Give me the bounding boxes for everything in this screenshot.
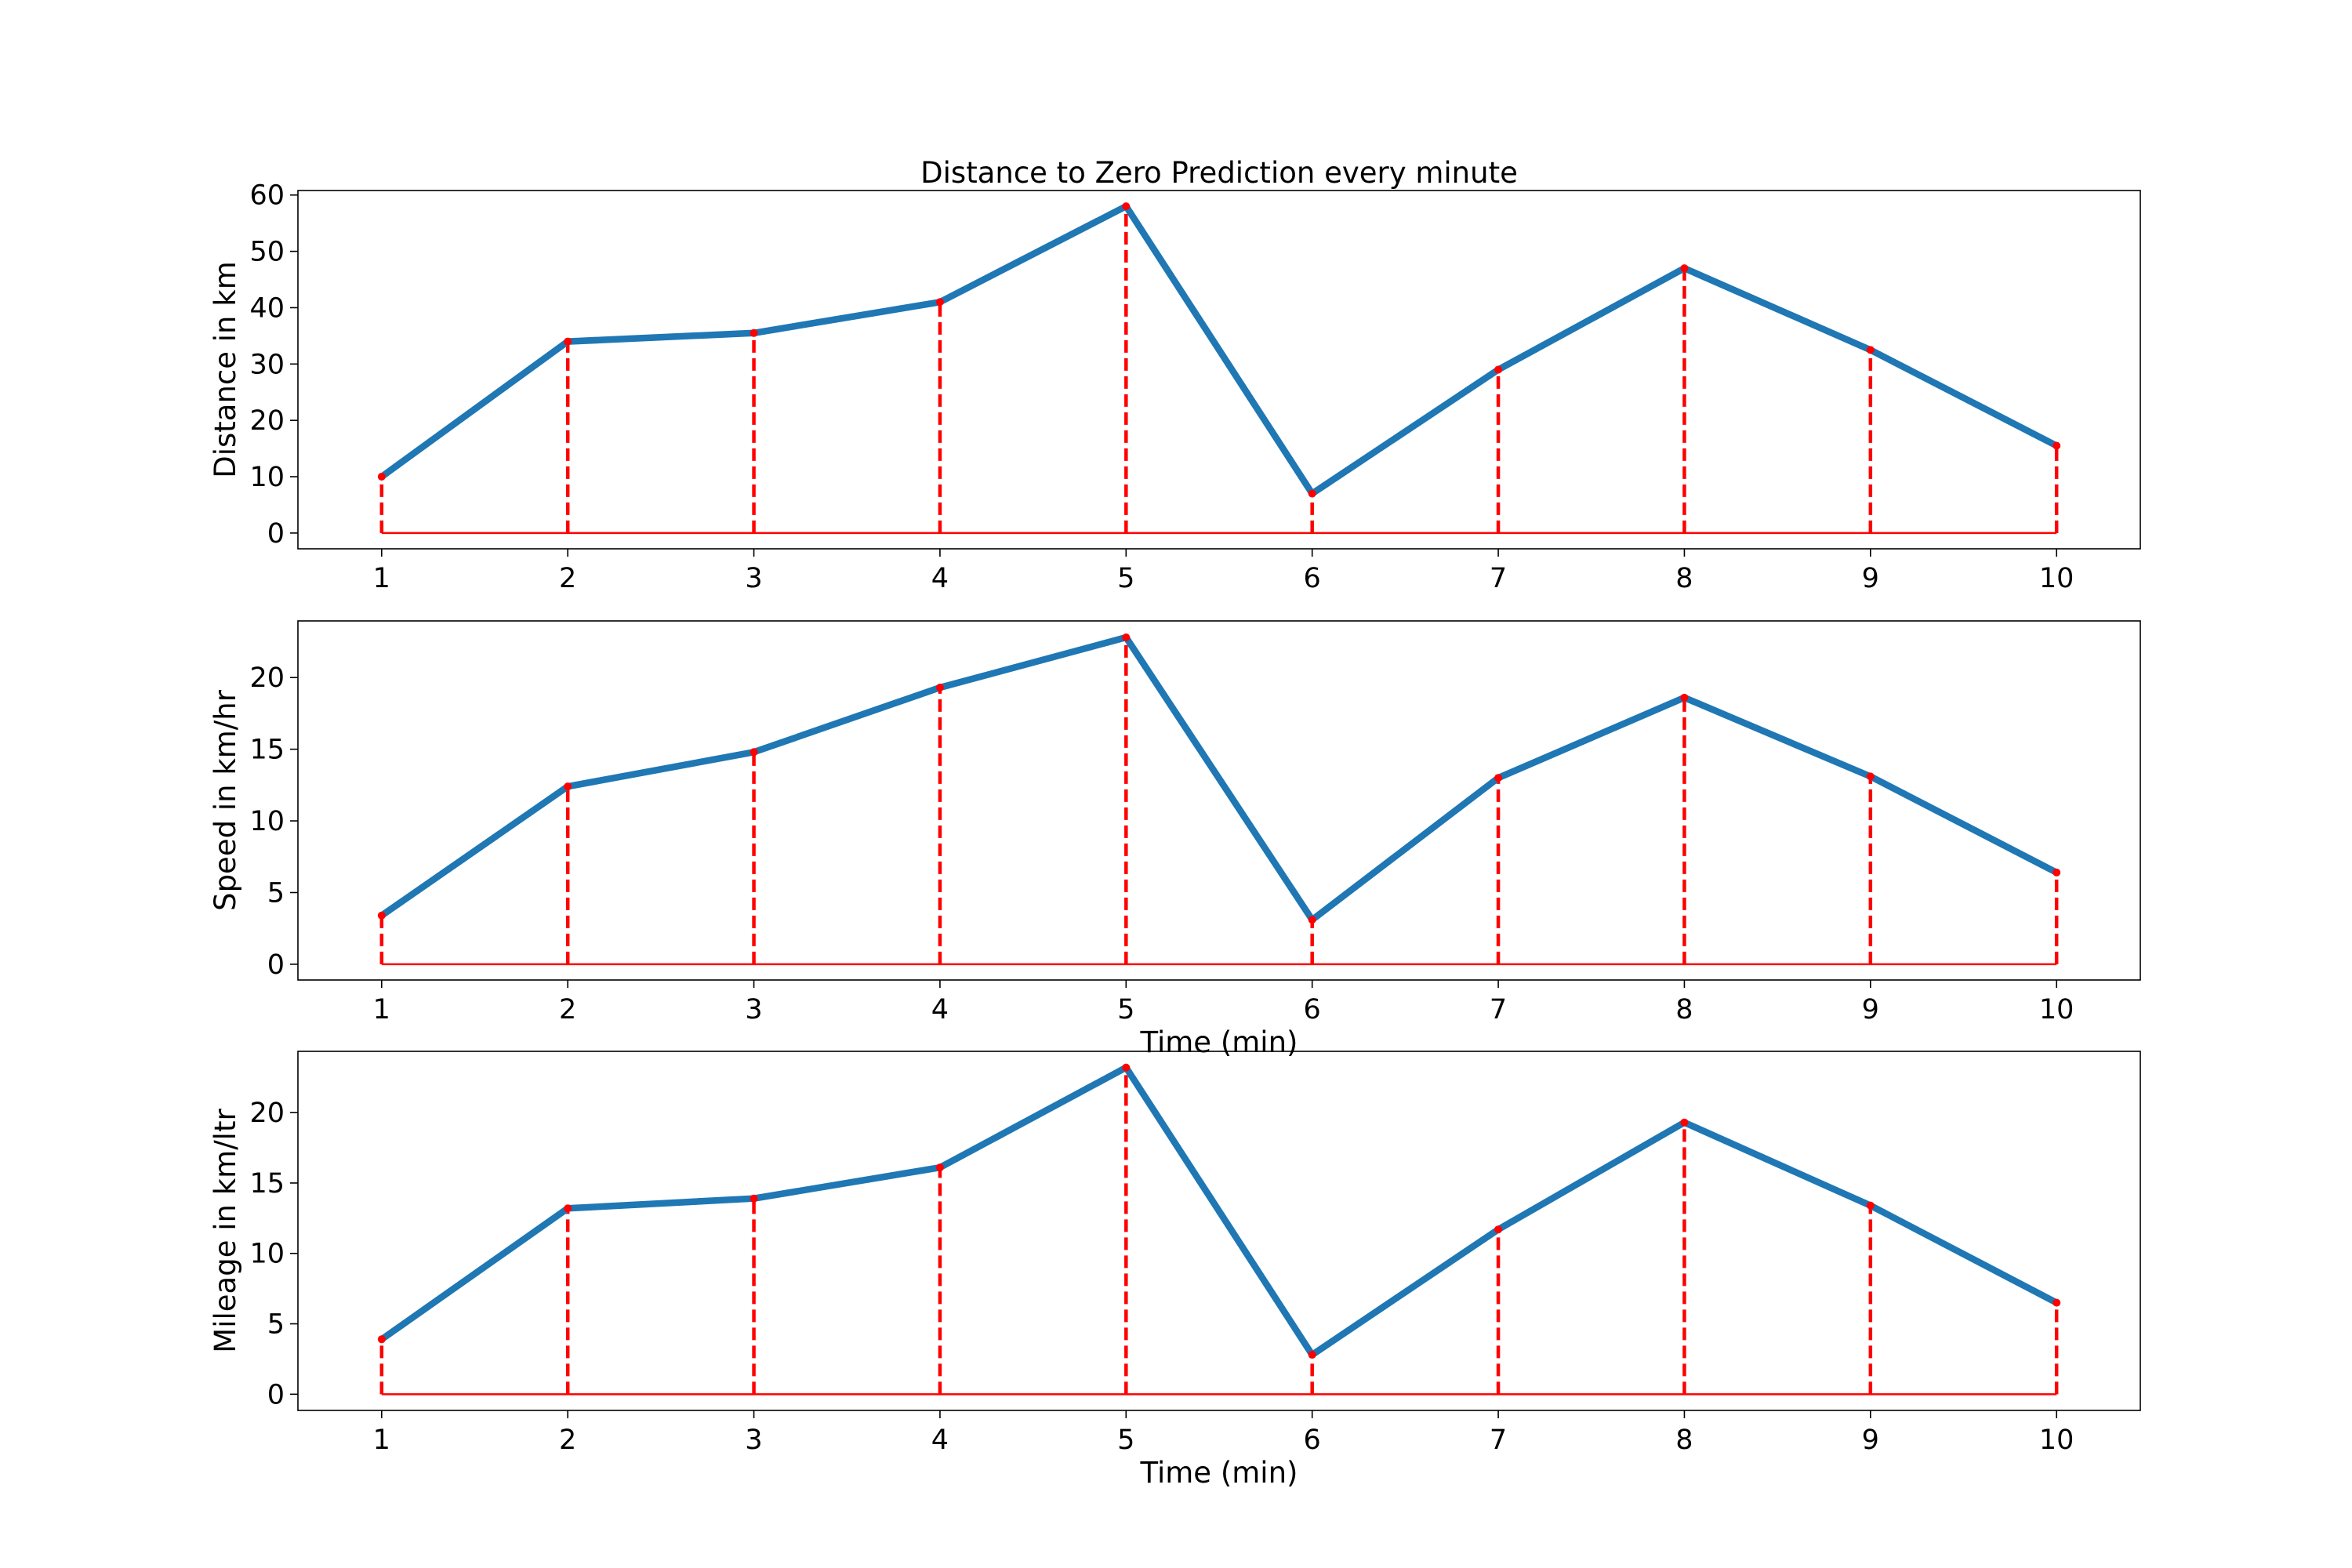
y-tick-label: 40 [249,292,285,324]
data-point [750,748,758,757]
data-point [377,1335,386,1344]
data-point [935,684,944,692]
x-tick-label: 6 [1304,563,1321,594]
x-tick-label: 1 [373,563,390,594]
y-tick-label: 15 [249,1168,285,1200]
x-tick-label: 5 [1117,1425,1134,1456]
series-line [379,633,2059,924]
series-line [379,1064,2059,1359]
x-tick-label: 7 [1490,1425,1507,1456]
y-tick-label: 0 [267,949,285,981]
x-tick-label: 4 [931,563,949,594]
y-axis-label: Speed in km/hr [209,689,242,911]
data-point [1308,916,1316,924]
x-tick-label: 2 [559,1425,576,1456]
y-tick-label: 60 [249,180,285,212]
x-tick-label: 4 [931,994,949,1025]
axes-frame [297,1051,2141,1411]
data-point [564,337,572,346]
data-point [1494,1225,1503,1234]
y-tick-label: 30 [249,349,285,380]
data-point [750,1194,758,1203]
data-point [935,1163,944,1172]
chart-title: Distance to Zero Prediction every minute [920,156,1518,190]
y-tick-label: 0 [267,518,285,550]
y-tick-label: 10 [249,806,285,837]
data-point [1308,1351,1316,1359]
x-tick-label: 10 [2039,563,2074,594]
x-tick-label: 8 [1675,1425,1693,1456]
x-tick-label: 3 [745,994,762,1025]
data-point [564,782,572,791]
data-point [1680,1118,1689,1127]
data-point [1494,365,1503,374]
axes-frame [297,620,2141,981]
x-tick-label: 9 [1862,994,1879,1025]
x-tick-label: 10 [2039,1425,2074,1456]
x-tick-label: 2 [559,994,576,1025]
data-point [1122,1063,1131,1072]
y-tick-label: 5 [267,1309,285,1341]
data-point [377,473,386,481]
x-tick-label: 8 [1675,994,1693,1025]
y-tick-label: 20 [249,1098,285,1129]
data-point [1122,633,1131,642]
data-point [1308,489,1316,498]
x-tick-label: 3 [745,563,762,594]
x-tick-label: 2 [559,563,576,594]
x-tick-label: 9 [1862,563,1879,594]
data-point [2053,441,2061,450]
x-tick-label: 7 [1490,563,1507,594]
data-point [1680,264,1689,273]
data-point [935,298,944,307]
data-point [377,911,386,920]
x-axis-label: Time (min) [1140,1025,1298,1059]
distance-chart: Distance to Zero Prediction every minute… [209,156,2141,594]
x-tick-label: 9 [1862,1425,1879,1456]
y-tick-label: 20 [249,405,285,437]
y-axis-label: Distance in km [209,261,242,478]
x-tick-label: 8 [1675,563,1693,594]
y-tick-label: 10 [249,1239,285,1270]
x-tick-label: 5 [1117,563,1134,594]
y-tick-label: 50 [249,237,285,268]
x-tick-label: 3 [745,1425,762,1456]
data-point [2053,1298,2061,1307]
data-point [1494,774,1503,782]
data-point [564,1204,572,1213]
data-point [1680,693,1689,702]
data-point [1866,1201,1875,1210]
y-tick-label: 0 [267,1379,285,1410]
y-axis-label: Mileage in km/ltr [209,1109,242,1353]
axes-frame [297,190,2141,550]
series-line [379,202,2059,497]
x-tick-label: 6 [1304,994,1321,1025]
data-point [1866,772,1875,781]
data-point [1122,202,1131,211]
data-point [1866,346,1875,354]
y-tick-label: 20 [249,662,285,694]
y-tick-label: 10 [249,462,285,493]
x-tick-label: 6 [1304,1425,1321,1456]
x-tick-label: 7 [1490,994,1507,1025]
y-tick-label: 5 [267,877,285,909]
data-point [750,328,758,337]
x-tick-label: 10 [2039,994,2074,1025]
x-tick-label: 1 [373,994,390,1025]
x-axis-label: Time (min) [1140,1456,1298,1490]
y-tick-label: 15 [249,735,285,766]
x-tick-label: 4 [931,1425,949,1456]
data-point [2053,868,2061,877]
x-tick-label: 1 [373,1425,390,1456]
x-tick-label: 5 [1117,994,1134,1025]
